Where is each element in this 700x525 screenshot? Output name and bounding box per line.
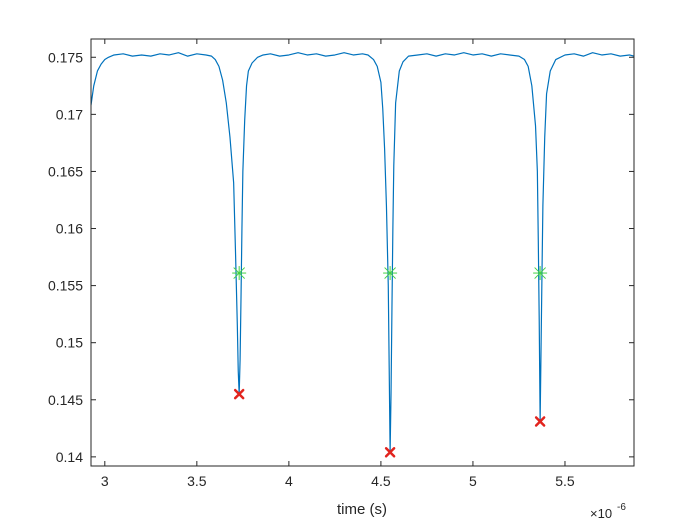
minimum-marker bbox=[233, 388, 245, 400]
half-level-marker bbox=[232, 266, 247, 281]
minimum-marker bbox=[384, 447, 396, 458]
x-tick-label: 5 bbox=[469, 473, 477, 489]
y-tick-label: 0.14 bbox=[56, 449, 83, 465]
half-level-marker bbox=[383, 266, 398, 281]
x-tick-label: 4 bbox=[285, 473, 293, 489]
x-axis-label: time (s) bbox=[337, 501, 387, 518]
x-tick-label: 3 bbox=[101, 473, 109, 489]
y-tick-label: 0.155 bbox=[48, 278, 83, 294]
y-tick-label: 0.16 bbox=[56, 221, 83, 237]
x-tick-label: 3.5 bbox=[187, 473, 207, 489]
axis-ticks: 3 3.5 4 4.5 5 5.5 0.14 0.145 0.15 0.155 0.16 0.165 0… bbox=[48, 39, 634, 489]
y-tick-label: 0.145 bbox=[48, 392, 83, 408]
plot-area bbox=[91, 39, 634, 466]
signal-line bbox=[91, 52, 634, 453]
y-tick-label: 0.17 bbox=[56, 106, 83, 122]
x-exponent-power: -6 bbox=[617, 502, 626, 513]
x-exponent-base: ×10 bbox=[590, 506, 612, 521]
y-tick-label: 0.165 bbox=[48, 163, 83, 179]
axes-box bbox=[90, 38, 635, 467]
y-tick-label: 0.15 bbox=[56, 335, 83, 351]
minimum-marker bbox=[534, 416, 546, 427]
x-tick-label: 5.5 bbox=[555, 473, 575, 489]
y-tick-label: 0.175 bbox=[48, 49, 83, 65]
half-level-marker bbox=[533, 266, 548, 281]
plot-content bbox=[91, 52, 634, 458]
x-tick-label: 4.5 bbox=[371, 473, 391, 489]
